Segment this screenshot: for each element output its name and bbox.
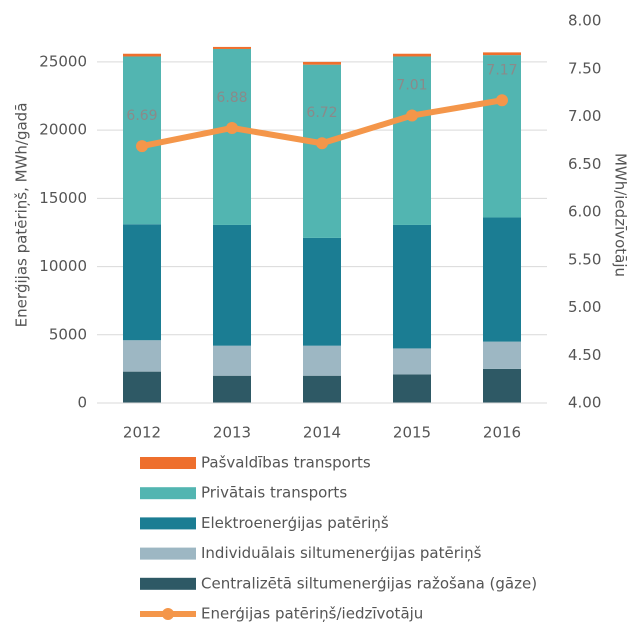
legend-swatch [140, 487, 196, 500]
y2-tick-label: 8.00 [568, 12, 601, 30]
bar-segment [213, 224, 251, 346]
bar-segment [123, 53, 161, 57]
y2-axis-title: MWh/iedzīvotāju [612, 153, 630, 277]
line-point [496, 94, 508, 107]
y-tick-label: 15000 [39, 189, 87, 207]
y2-tick-label: 6.50 [568, 155, 601, 173]
bar-segment [303, 345, 341, 376]
y-tick-label: 25000 [39, 52, 87, 70]
data-label: 6.72 [306, 105, 337, 121]
x-tick-label: 2016 [483, 424, 521, 442]
bar-segment [303, 375, 341, 403]
y2-tick-label: 5.00 [568, 298, 601, 316]
legend-swatch [140, 457, 196, 469]
bar-segment [393, 348, 431, 375]
legend-swatch [162, 608, 174, 620]
bar-segment [213, 375, 251, 403]
data-label: 6.88 [216, 90, 247, 106]
bar-segment [213, 345, 251, 376]
legend-label: Centralizētā siltumenerģijas ražošana (g… [201, 574, 537, 592]
bar-segment [213, 46, 251, 49]
y-tick-label: 5000 [49, 325, 87, 343]
bar-segment [213, 48, 251, 225]
legend-swatch [140, 577, 196, 590]
bar-segment [483, 55, 521, 218]
bar-segment [393, 53, 431, 57]
x-tick-label: 2015 [393, 424, 431, 442]
bar-segment [483, 368, 521, 403]
y2-tick-label: 5.50 [568, 250, 601, 268]
line-point [406, 109, 418, 122]
y2-tick-label: 4.50 [568, 346, 601, 364]
line-point [136, 140, 148, 153]
y2-tick-label: 4.00 [568, 394, 601, 412]
legend-label: Individuālais siltumenerģijas patēriņš [201, 544, 482, 562]
line-point [226, 121, 238, 134]
x-tick-label: 2013 [213, 424, 251, 442]
bar-segment [393, 374, 431, 403]
bar-segment [123, 340, 161, 372]
data-label: 7.01 [396, 78, 427, 94]
bar-segment [483, 52, 521, 56]
legend-swatch [140, 547, 196, 560]
legend-swatch [140, 517, 196, 530]
bar-segment [123, 224, 161, 341]
y-axis-title: Enerģijas patēriņš, MWh/gadā [13, 103, 31, 328]
legend-label: Privātais transports [201, 484, 347, 502]
x-tick-label: 2012 [123, 424, 161, 442]
y-tick-label: 10000 [39, 257, 87, 275]
bar-segment [303, 64, 341, 238]
bar-segment [303, 237, 341, 346]
bar-segment [123, 371, 161, 403]
y-tick-label: 0 [77, 394, 87, 412]
bar-segment [483, 341, 521, 369]
x-tick-label: 2014 [303, 424, 341, 442]
y2-tick-label: 6.00 [568, 203, 601, 221]
legend-label: Elektroenerģijas patēriņš [201, 514, 389, 532]
y2-tick-label: 7.00 [568, 107, 601, 125]
legend-label: Enerģijas patēriņš/iedzīvotāju [201, 605, 423, 623]
bar-segment [393, 224, 431, 349]
legend-label: Pašvaldības transports [201, 454, 371, 472]
data-label: 6.69 [126, 108, 157, 124]
y2-tick-label: 7.50 [568, 59, 601, 77]
data-label: 7.17 [486, 62, 517, 78]
line-point [316, 137, 328, 150]
bar-segment [393, 56, 431, 225]
y-tick-label: 20000 [39, 121, 87, 139]
bar-segment [483, 217, 521, 342]
bar-segment [303, 61, 341, 65]
